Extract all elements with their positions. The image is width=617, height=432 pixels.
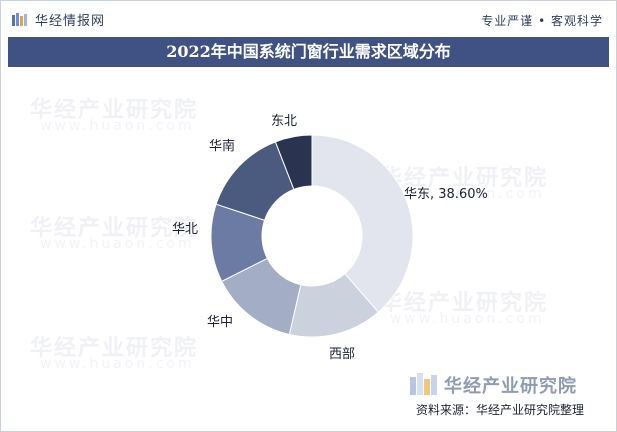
footer-logo-icon [410, 373, 437, 395]
watermark-text: 华经产业研究院 [380, 166, 549, 191]
slice-label-3: 华北 [172, 222, 198, 237]
watermark-url: www.huaon.com [390, 311, 545, 327]
watermark-text: 华经产业研究院 [30, 98, 199, 123]
slice-label-2: 华中 [207, 315, 233, 330]
slice-label-0: 华东, 38.60% [404, 187, 488, 202]
watermark-url: www.huaon.com [40, 236, 195, 252]
header-bar: 华经情报网 专业严谨 • 客观科学 [8, 6, 609, 32]
donut-slice-0[interactable] [311, 134, 414, 313]
source-note: 资料来源：华经产业研究院整理 [416, 403, 585, 417]
watermark-text: 华经产业研究院 [380, 291, 549, 316]
watermark-url: www.huaon.com [40, 118, 195, 134]
chart-title: 2022年中国系统门窗行业需求区域分布 [166, 42, 451, 61]
footer-logo-text: 华经产业研究院 [444, 376, 577, 397]
donut-slice-5[interactable] [274, 134, 313, 191]
watermark-text: 华经产业研究院 [30, 336, 199, 361]
tagline: 专业严谨 • 客观科学 [481, 14, 603, 28]
watermark-url: www.huaon.com [40, 356, 195, 372]
brand-name: 华经情报网 [35, 14, 106, 29]
donut-chart: 华东, 38.60% 西部 华中 华北 华南 东北 [172, 114, 488, 362]
watermark-text: 华经产业研究院 [30, 216, 199, 241]
watermark-url: www.huaon.com [390, 186, 545, 202]
brand[interactable]: 华经情报网 [12, 10, 105, 29]
slice-label-5: 东北 [271, 114, 297, 129]
slice-label-4: 华南 [209, 138, 235, 154]
source-background [410, 398, 606, 418]
title-bar: 2022年中国系统门窗行业需求区域分布 [8, 37, 609, 67]
footer-logo: 华经产业研究院 [410, 372, 577, 398]
brand-logo-icon [12, 12, 27, 26]
slice-label-1: 西部 [329, 347, 355, 362]
